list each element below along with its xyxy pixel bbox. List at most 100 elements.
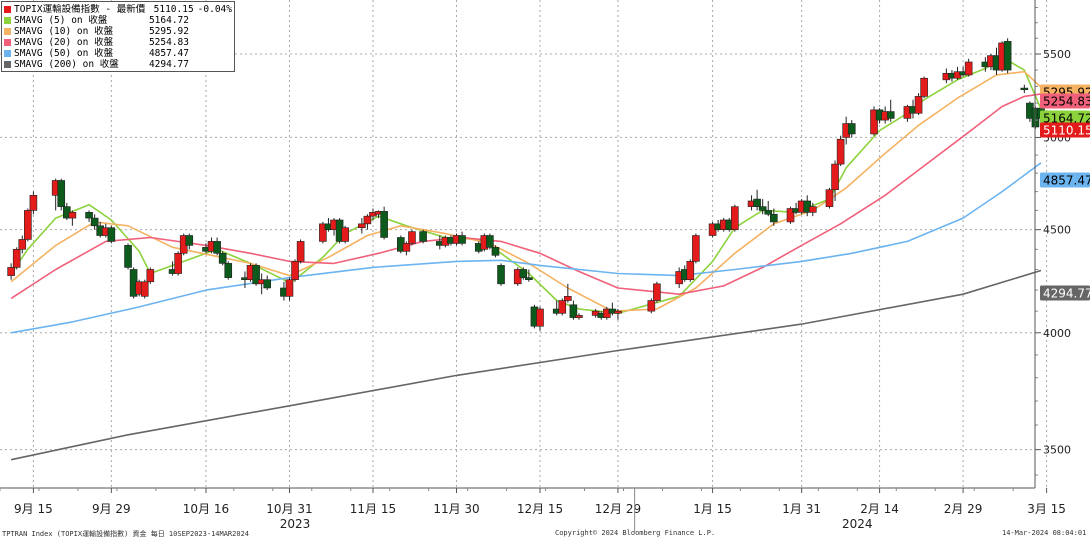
y-tick-label: 4500	[1043, 224, 1071, 237]
legend-swatch-price	[4, 6, 11, 13]
candle-body-up	[146, 269, 155, 283]
year-label: 2023	[280, 517, 311, 531]
legend-item-sma5[interactable]: SMAVG (5) on 收盤 5164.72	[4, 15, 232, 26]
legend-value: 5295.92	[148, 26, 189, 37]
candle	[870, 106, 878, 136]
x-tick-label: 10月 16	[183, 502, 229, 516]
legend-change: -0.04%	[197, 4, 232, 15]
price-tag-box	[1040, 93, 1090, 109]
candle	[124, 243, 132, 270]
price-tag-label: 5164.72	[1043, 112, 1090, 126]
price-tag-label: 4857.47	[1043, 174, 1090, 188]
price-tag: 5164.72	[1040, 110, 1090, 126]
candle	[319, 221, 327, 244]
price-tag-box	[1040, 122, 1090, 138]
price-tag-label: 4294.77	[1043, 287, 1090, 301]
candle	[614, 309, 622, 320]
y-tick-label: 4000	[1043, 327, 1071, 340]
footer-source: TPTRAN Index (TOPIX運輸設備指數) 資金 每日 10SEP20…	[2, 530, 250, 538]
candle-body-down	[185, 235, 194, 246]
candle	[536, 306, 544, 331]
candle	[825, 187, 834, 209]
x-tick-label: 12月 15	[517, 502, 563, 516]
candle-body-down	[497, 265, 505, 285]
legend-item-sma50[interactable]: SMAVG (50) on 收盤 4857.47	[4, 48, 232, 59]
candle	[419, 229, 427, 244]
legend-item-price[interactable]: TOPIX運輸設備指數 - 最新價 5110.15 -0.04%	[4, 4, 232, 15]
price-tag-label: 5254.83	[1043, 95, 1090, 109]
candle	[920, 76, 928, 99]
candle	[886, 99, 895, 122]
chart-legend[interactable]: TOPIX運輸設備指數 - 最新價 5110.15 -0.04% SMAVG (…	[1, 1, 235, 72]
x-tick-label: 1月 31	[782, 502, 821, 516]
candle-body-up	[12, 249, 21, 268]
legend-swatch-sma10	[4, 28, 11, 35]
candle	[519, 267, 528, 280]
candle	[291, 259, 299, 282]
candle	[341, 225, 349, 244]
ma-line-5	[10, 56, 1042, 315]
candle-body-down	[263, 279, 272, 289]
candle	[408, 229, 416, 246]
candle-body-up	[575, 315, 583, 318]
candle-body-up	[831, 163, 839, 191]
candle	[358, 218, 366, 234]
x-tick-label: 11月 30	[433, 502, 479, 516]
price-tag: 4857.47	[1040, 172, 1090, 188]
price-tag-label: 5110.15	[1043, 124, 1090, 138]
candle	[12, 247, 21, 270]
candle	[653, 281, 661, 303]
price-tag: 5254.83	[1040, 93, 1090, 109]
candle	[486, 233, 494, 250]
candle	[90, 214, 99, 230]
candle-body-up	[964, 61, 973, 76]
candle-body-down	[886, 111, 895, 119]
legend-value: 5164.72	[148, 15, 189, 26]
legend-swatch-sma5	[4, 17, 11, 24]
candle-body-down	[252, 265, 260, 285]
candle-body-up	[285, 279, 294, 297]
candle	[29, 191, 38, 215]
candle	[525, 269, 533, 282]
candle-body-up	[296, 241, 305, 262]
candlestick-series	[7, 38, 1045, 331]
candle	[491, 245, 500, 258]
candle	[85, 210, 93, 222]
candle-body-up	[653, 283, 661, 301]
x-tick-label: 9月 15	[14, 502, 53, 516]
candle-body-up	[920, 77, 928, 97]
candle-body-up	[808, 206, 817, 213]
legend-label: SMAVG (50) on 收盤	[14, 48, 114, 59]
candle-body-up	[836, 138, 845, 165]
candle-body-up	[68, 212, 77, 219]
candle-body-down	[218, 253, 227, 264]
candle-body-down	[1003, 41, 1012, 71]
legend-swatch-sma50	[4, 50, 11, 57]
candle	[753, 189, 761, 211]
candle	[847, 120, 856, 138]
candle	[57, 178, 66, 211]
candle	[564, 283, 572, 303]
candle	[558, 298, 567, 316]
legend-item-sma10[interactable]: SMAVG (10) on 收盤 5295.92	[4, 26, 232, 37]
candle-body-down	[380, 211, 388, 238]
candle	[174, 251, 182, 276]
legend-value: 4857.47	[148, 48, 189, 59]
price-tag-box	[1040, 285, 1090, 301]
y-tick-label: 5500	[1043, 48, 1071, 61]
legend-item-sma20[interactable]: SMAVG (20) on 收盤 5254.83	[4, 37, 232, 48]
candle-body-down	[491, 247, 500, 256]
candle	[107, 225, 116, 244]
legend-value: 5110.15	[153, 4, 194, 15]
legend-item-sma200[interactable]: SMAVG (200) on 收盤 4294.77	[4, 59, 232, 70]
candle	[363, 214, 372, 230]
candle-body-up	[692, 235, 700, 262]
candle-body-down	[224, 263, 233, 278]
candle	[224, 261, 233, 280]
candle-body-down	[124, 245, 132, 268]
legend-value: 5254.83	[148, 37, 189, 48]
grid	[0, 0, 1048, 488]
legend-swatch-sma20	[4, 39, 11, 46]
